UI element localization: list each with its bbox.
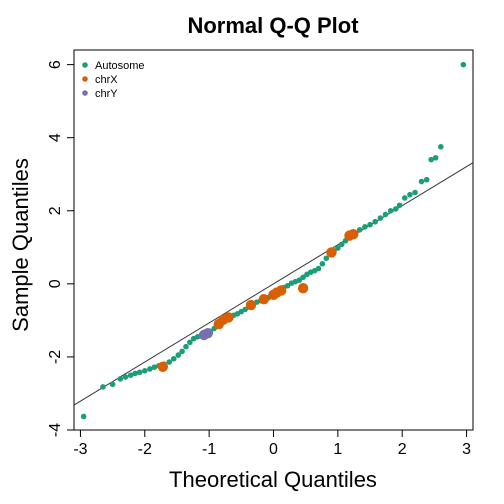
legend-marker-autosome	[82, 62, 88, 68]
point-autosome	[407, 192, 413, 198]
x-axis: -3 -2 -1 0 1 2 3	[73, 430, 471, 458]
point-chrx	[158, 362, 168, 372]
y-tick-label: 2	[47, 206, 64, 215]
point-autosome	[461, 62, 467, 68]
point-autosome	[316, 266, 322, 272]
point-autosome	[110, 382, 116, 388]
point-autosome	[81, 414, 87, 420]
point-autosome	[171, 356, 177, 362]
point-autosome	[438, 144, 444, 150]
legend-marker-chry	[82, 90, 88, 96]
point-chry	[203, 328, 213, 338]
point-autosome	[424, 177, 430, 183]
point-autosome	[412, 190, 418, 196]
point-autosome	[397, 202, 403, 208]
reference-line	[74, 163, 473, 405]
y-tick-label: -4	[47, 423, 64, 437]
legend: Autosome chrX chrY	[82, 60, 144, 100]
point-autosome	[402, 195, 408, 201]
x-tick-label: -3	[73, 441, 87, 458]
point-autosome	[179, 349, 185, 355]
point-autosome	[388, 208, 394, 214]
point-autosome	[372, 219, 378, 225]
point-autosome	[433, 155, 439, 161]
point-autosome	[362, 224, 368, 230]
point-autosome	[123, 374, 129, 380]
point-autosome	[166, 359, 172, 365]
x-tick-label: 3	[462, 441, 471, 458]
point-autosome	[137, 369, 143, 375]
point-autosome	[100, 384, 106, 390]
x-tick-label: -2	[138, 441, 152, 458]
y-tick-label: 4	[47, 133, 64, 142]
point-chrx	[348, 229, 358, 239]
x-tick-label: 2	[398, 441, 407, 458]
y-tick-label: 6	[47, 60, 64, 69]
legend-marker-chrx	[82, 76, 88, 82]
point-autosome	[320, 261, 326, 267]
y-tick-label: -2	[47, 350, 64, 364]
point-chrx	[326, 247, 336, 257]
y-axis-label: Sample Quantiles	[8, 158, 33, 332]
x-tick-label: 1	[333, 441, 342, 458]
point-chrx	[259, 294, 269, 304]
point-chrx	[298, 283, 308, 293]
x-tick-label: -1	[202, 441, 216, 458]
point-autosome	[118, 376, 124, 382]
reference-line-layer	[74, 163, 473, 405]
point-autosome	[367, 222, 373, 228]
legend-label-chry: chrY	[95, 88, 118, 100]
y-axis: -4 -2 0 2 4 6	[47, 60, 74, 437]
chart-title: Normal Q-Q Plot	[187, 13, 359, 38]
point-autosome	[183, 344, 189, 350]
point-autosome	[378, 215, 384, 221]
y-tick-label: 0	[47, 279, 64, 288]
legend-label-chrx: chrX	[95, 74, 118, 86]
point-autosome	[383, 212, 389, 218]
point-chrx	[276, 285, 286, 295]
point-autosome	[419, 179, 425, 185]
x-tick-label: 0	[269, 441, 278, 458]
point-chrx	[246, 300, 256, 310]
legend-label-autosome: Autosome	[95, 60, 145, 72]
point-autosome	[142, 368, 148, 374]
x-axis-label: Theoretical Quantiles	[169, 467, 377, 492]
point-chrx	[223, 312, 233, 322]
